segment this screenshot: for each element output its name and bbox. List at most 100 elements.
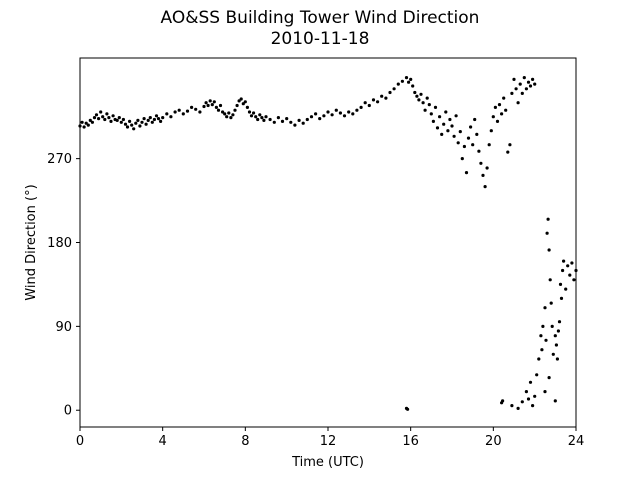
data-point (475, 132, 479, 136)
data-point (411, 84, 415, 88)
data-point (88, 118, 92, 122)
data-point (309, 115, 314, 119)
data-point (481, 173, 485, 177)
data-point (510, 91, 514, 95)
data-point (454, 114, 458, 118)
data-point (218, 103, 223, 108)
data-point (392, 87, 396, 91)
data-point (506, 150, 510, 154)
data-point (491, 115, 495, 119)
data-point (334, 108, 338, 112)
data-point (276, 116, 280, 120)
data-point (351, 112, 355, 116)
x-tick-label: 12 (320, 434, 337, 449)
data-point (406, 407, 410, 411)
data-point (431, 119, 435, 123)
data-point (243, 100, 247, 104)
data-point (138, 124, 142, 128)
data-point (80, 120, 84, 124)
data-point (485, 166, 489, 170)
data-point (458, 130, 462, 134)
data-point (152, 117, 156, 122)
data-point (564, 287, 568, 291)
data-point (121, 117, 125, 122)
y-tick-label: 180 (47, 236, 72, 251)
data-point (223, 112, 227, 116)
data-point (512, 77, 516, 81)
data-point (285, 117, 289, 121)
data-point (524, 87, 529, 91)
data-point (469, 125, 473, 129)
data-point (526, 397, 531, 401)
data-point (487, 143, 491, 147)
data-point (142, 117, 146, 121)
data-point (508, 143, 512, 147)
y-tick-label: 0 (64, 404, 72, 419)
data-point (146, 118, 150, 122)
data-point (84, 121, 88, 125)
data-point (510, 404, 514, 408)
data-point (559, 296, 564, 300)
data-point (225, 115, 229, 119)
data-point (355, 108, 359, 112)
data-point (264, 115, 268, 119)
data-point (169, 115, 173, 119)
x-tick-label: 8 (241, 434, 249, 449)
data-point (528, 380, 533, 384)
data-point (165, 112, 169, 116)
data-point (471, 143, 475, 147)
data-point (473, 117, 477, 122)
data-point (427, 103, 431, 107)
data-point (82, 125, 86, 129)
data-point (535, 373, 539, 377)
y-tick-label: 270 (47, 152, 72, 167)
data-point (497, 103, 502, 107)
data-point (258, 113, 262, 117)
data-point (233, 108, 237, 112)
x-axis: 0 4 8 12 16 20 24 (76, 427, 584, 449)
data-point (429, 112, 433, 116)
data-point (568, 273, 572, 277)
data-point (125, 125, 130, 129)
data-point (438, 115, 442, 119)
data-point (384, 96, 388, 100)
x-tick-label: 4 (159, 434, 167, 449)
data-point (134, 121, 138, 125)
data-point (115, 118, 119, 122)
data-point (130, 123, 134, 127)
data-point (548, 278, 552, 282)
data-point (148, 116, 152, 120)
data-point (123, 122, 128, 126)
data-point (150, 120, 154, 124)
data-point (128, 119, 132, 123)
data-point (326, 110, 330, 114)
data-point (252, 111, 256, 115)
data-point (421, 101, 425, 105)
data-point (546, 217, 550, 221)
data-point (210, 103, 214, 107)
data-point (566, 264, 570, 268)
data-point (501, 399, 505, 403)
chart-subtitle: 2010-11-18 (270, 29, 370, 49)
data-point (493, 105, 497, 109)
y-axis: 0 90 180 270 (47, 152, 80, 419)
data-point (477, 149, 481, 153)
data-point (272, 120, 276, 124)
data-point (103, 117, 107, 122)
data-point (140, 120, 144, 124)
data-point (572, 278, 576, 282)
data-point (558, 282, 563, 286)
data-point (433, 105, 438, 109)
data-point (524, 390, 529, 394)
data-point (227, 111, 231, 115)
data-point (109, 119, 113, 123)
data-point (540, 348, 544, 352)
data-point (260, 116, 264, 120)
data-point (359, 105, 363, 109)
data-point (483, 185, 487, 189)
data-point (554, 343, 559, 347)
x-tick-label: 0 (76, 434, 84, 449)
y-axis-label: Wind Direction (°) (24, 184, 39, 300)
data-point (185, 109, 190, 113)
